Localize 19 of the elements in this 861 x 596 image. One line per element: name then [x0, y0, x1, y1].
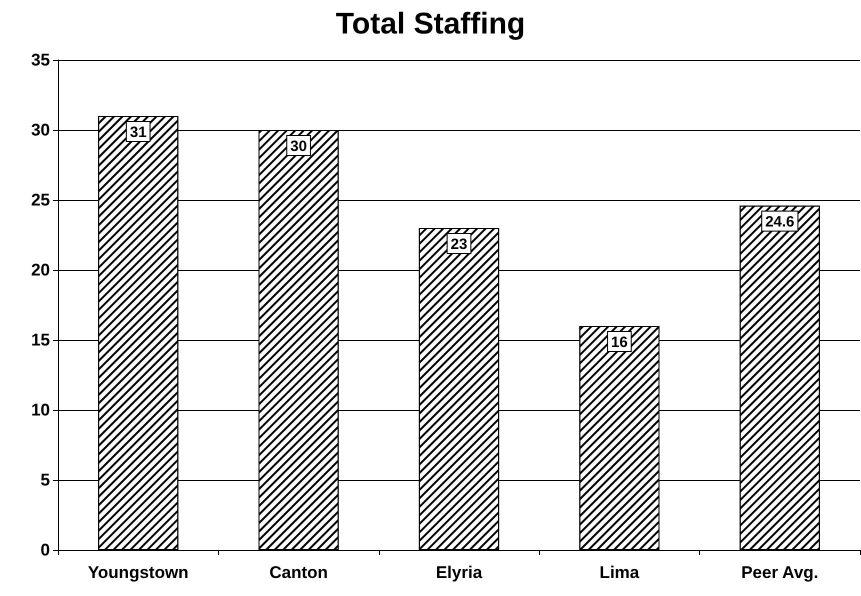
- y-tick-label: 30: [31, 120, 50, 140]
- data-label: 24.6: [765, 214, 794, 231]
- y-tick-label: 5: [40, 470, 50, 490]
- y-tick-label: 0: [40, 540, 50, 560]
- data-label: 30: [290, 138, 307, 155]
- y-tick-label: 15: [31, 330, 50, 350]
- y-tick-label: 20: [31, 260, 50, 280]
- y-tick-label: 10: [31, 400, 50, 420]
- data-label: 16: [611, 334, 628, 351]
- x-tick-label: Lima: [600, 563, 640, 582]
- x-tick-label: Youngstown: [88, 563, 189, 582]
- y-tick-label: 35: [31, 50, 50, 70]
- x-tick-label: Peer Avg.: [741, 563, 818, 582]
- x-tick-label: Elyria: [436, 563, 483, 582]
- data-label: 23: [450, 236, 468, 253]
- chart-title: Total Staffing: [336, 8, 526, 40]
- data-label: 31: [130, 124, 147, 141]
- x-tick-label: Canton: [269, 563, 328, 582]
- y-tick-label: 25: [31, 190, 50, 210]
